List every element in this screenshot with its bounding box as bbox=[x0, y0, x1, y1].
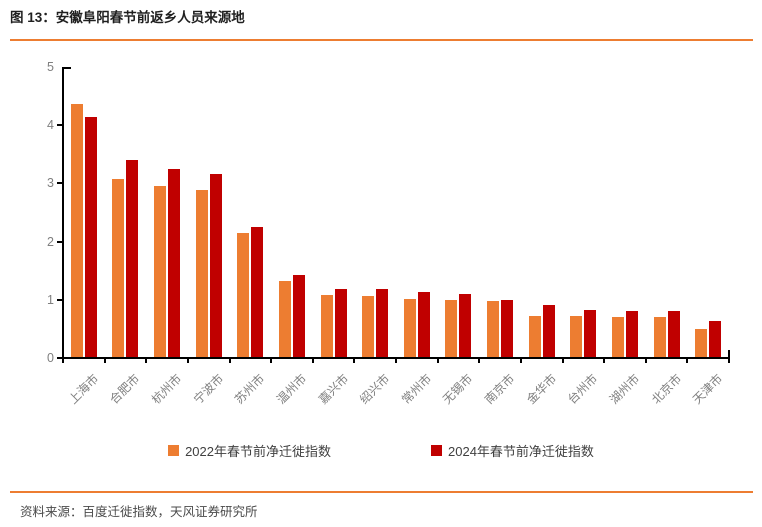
bar bbox=[362, 296, 375, 358]
bar bbox=[112, 178, 125, 358]
bar bbox=[84, 116, 97, 358]
bar bbox=[528, 315, 541, 358]
bar bbox=[570, 315, 583, 358]
x-axis-tick bbox=[728, 359, 730, 363]
bar bbox=[487, 301, 500, 358]
x-axis-tick bbox=[186, 359, 189, 363]
x-axis-tick bbox=[311, 359, 314, 363]
y-axis-tick bbox=[57, 298, 63, 301]
chart-legend: 2022年春节前净迁徙指数 2024年春节前净迁徙指数 bbox=[0, 441, 762, 460]
x-axis-tick bbox=[228, 359, 231, 363]
x-axis-tick bbox=[436, 359, 439, 363]
top-divider bbox=[10, 39, 753, 41]
figure-title: 图 13：安徽阜阳春节前返乡人员来源地 bbox=[10, 10, 245, 25]
bar bbox=[278, 280, 291, 358]
legend-item: 2024年春节前净迁徙指数 bbox=[431, 441, 594, 460]
bar bbox=[709, 321, 722, 358]
y-axis bbox=[62, 67, 64, 360]
y-tick-label: 2 bbox=[47, 234, 54, 249]
x-axis-tick bbox=[644, 359, 647, 363]
y-axis-tick bbox=[57, 357, 63, 359]
x-axis-tick bbox=[62, 359, 64, 363]
x-axis-tick bbox=[145, 359, 148, 363]
bottom-divider bbox=[10, 491, 753, 493]
legend-label: 2024年春节前净迁徙指数 bbox=[448, 444, 594, 459]
bar bbox=[70, 103, 83, 358]
bar bbox=[168, 168, 181, 358]
y-tick-label: 5 bbox=[47, 60, 54, 74]
y-axis-tick bbox=[57, 124, 63, 127]
x-axis-tick bbox=[686, 359, 689, 363]
bar bbox=[445, 300, 458, 358]
y-tick-label: 3 bbox=[47, 176, 54, 191]
y-tick-label: 0 bbox=[47, 351, 54, 365]
bar bbox=[126, 159, 139, 358]
bar bbox=[584, 309, 597, 358]
bar bbox=[625, 311, 638, 358]
bar bbox=[501, 299, 514, 358]
bar bbox=[251, 226, 264, 358]
bar bbox=[320, 295, 333, 358]
bar bbox=[542, 305, 555, 358]
x-axis bbox=[62, 357, 730, 359]
x-axis-tick bbox=[270, 359, 273, 363]
source-note: 资料来源：百度迁徙指数，天风证券研究所 bbox=[20, 505, 258, 519]
x-axis-tick bbox=[353, 359, 356, 363]
y-tick-label: 1 bbox=[47, 292, 54, 307]
y-axis-tick bbox=[57, 182, 63, 185]
bar bbox=[459, 294, 472, 358]
y-tick-label: 4 bbox=[47, 118, 54, 133]
bar bbox=[154, 185, 167, 358]
x-axis-tick bbox=[103, 359, 106, 363]
y-axis-tick bbox=[57, 240, 63, 243]
bar bbox=[695, 328, 708, 358]
x-axis-tick bbox=[478, 359, 481, 363]
y-axis-end-cap bbox=[64, 67, 71, 69]
bar bbox=[209, 174, 222, 358]
x-axis-tick bbox=[603, 359, 606, 363]
bar bbox=[195, 190, 208, 358]
bar bbox=[334, 289, 347, 358]
x-axis-tick bbox=[561, 359, 564, 363]
legend-label: 2022年春节前净迁徙指数 bbox=[185, 444, 331, 459]
bar bbox=[292, 274, 305, 358]
bar bbox=[653, 317, 666, 358]
x-axis-tick bbox=[395, 359, 397, 363]
bar bbox=[611, 317, 624, 358]
legend-swatch bbox=[431, 445, 442, 456]
bar bbox=[376, 289, 389, 358]
x-axis-tick bbox=[519, 359, 522, 363]
bar bbox=[237, 232, 250, 358]
x-axis-end-cap bbox=[728, 350, 730, 357]
bar bbox=[417, 292, 430, 358]
legend-swatch bbox=[168, 445, 180, 456]
bar bbox=[667, 311, 680, 358]
legend-item: 2022年春节前净迁徙指数 bbox=[168, 441, 331, 460]
bar bbox=[403, 298, 416, 358]
